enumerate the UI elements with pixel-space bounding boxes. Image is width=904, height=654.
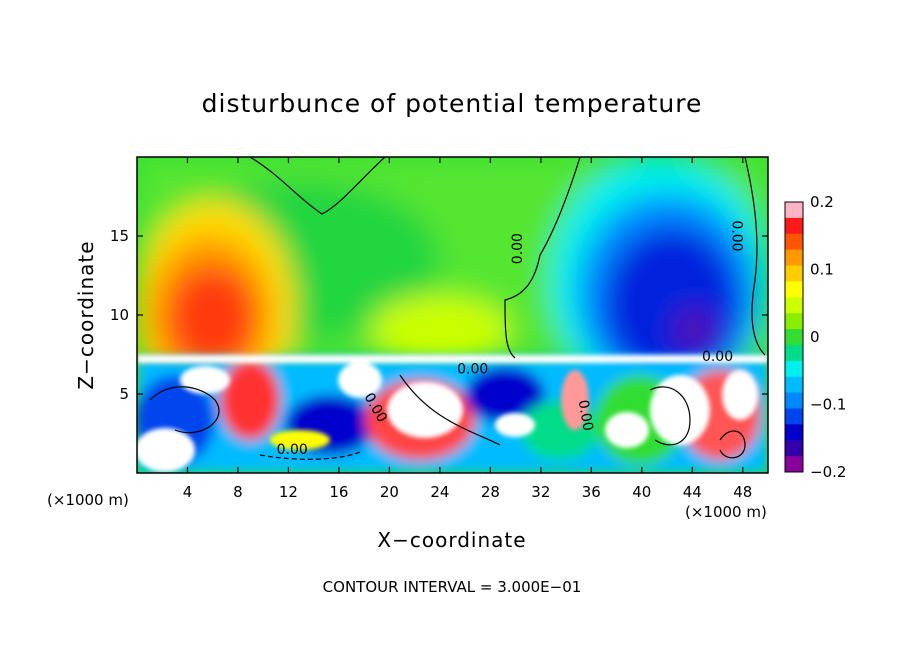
colorbar-swatch: [785, 249, 803, 267]
x-tick-label: 28: [481, 483, 500, 501]
contour-value-label: 0.00: [277, 442, 308, 458]
heatmap-field: 0.00 0.000.000.000.000.00 0.00: [137, 157, 768, 473]
x-tick-label: 48: [733, 483, 752, 501]
chart-title: disturbunce of potential temperature: [202, 89, 703, 118]
colorbar-swatch: [785, 440, 803, 457]
x-tick-label: 24: [430, 483, 449, 501]
contour-lines: [149, 157, 766, 460]
colorbar-swatch: [785, 456, 803, 473]
x-tick-label: 40: [632, 483, 651, 501]
x-tick-label: 16: [329, 483, 348, 501]
colorbar-swatch: [785, 424, 803, 441]
x-tick-label: 4: [183, 483, 193, 501]
colorbar-tick-label: 0.2: [810, 193, 834, 211]
y-axis-ticks: 5 10 15: [110, 227, 768, 403]
x-tick-label: 12: [279, 483, 298, 501]
colorbar-swatch: [785, 297, 803, 314]
colorbar: [784, 201, 804, 473]
x-axis-ticks: 4 8 12 16 20 24 28 32 36 40 44 48: [183, 157, 752, 501]
x-tick-label: 8: [233, 483, 243, 501]
x-axis-label: X−coordinate: [377, 528, 526, 552]
contour-value-label: 0.00: [510, 233, 526, 264]
x-tick-label: 36: [582, 483, 601, 501]
y-tick-label: 15: [110, 227, 129, 245]
colorbar-swatch: [785, 202, 803, 219]
x-tick-label: 32: [531, 483, 550, 501]
colorbar-swatch: [785, 281, 803, 298]
contour-value-label: 0.00: [702, 349, 733, 365]
contour-value-label: 0.00: [729, 220, 745, 251]
colorbar-tick-label: −0.1: [810, 396, 846, 414]
colorbar-tick-label: 0.1: [810, 261, 834, 279]
x-tick-label: 44: [683, 483, 702, 501]
colorbar-swatch: [785, 392, 803, 409]
contour-value-label: 0.00: [457, 361, 488, 377]
contour-interval-note: CONTOUR INTERVAL = 3.000E−01: [323, 578, 582, 596]
x-unit-left: (×1000 m): [47, 491, 129, 509]
y-tick-label: 5: [119, 385, 129, 403]
y-axis-label: Z−coordinate: [74, 240, 98, 389]
colorbar-swatch: [785, 344, 803, 362]
colorbar-swatch: [785, 233, 803, 251]
colorbar-swatch: [785, 376, 803, 394]
colorbar-swatch: [785, 360, 803, 378]
colorbar-tick-label: −0.2: [810, 463, 846, 481]
colorbar-ticks: 0.2 0.1 0 −0.1 −0.2: [810, 193, 846, 481]
colorbar-swatch: [785, 217, 803, 235]
x-tick-label: 20: [380, 483, 399, 501]
x-unit-right: (×1000 m): [685, 503, 767, 521]
colorbar-swatch: [785, 265, 803, 282]
colorbar-frame: [784, 201, 804, 473]
contour-value-label: 0.00: [575, 399, 596, 432]
colorbar-swatch: [785, 313, 803, 330]
colorbar-swatch: [785, 329, 803, 346]
colorbar-tick-label: 0: [810, 328, 820, 346]
y-tick-label: 10: [110, 306, 129, 324]
colorbar-swatch: [785, 408, 803, 425]
